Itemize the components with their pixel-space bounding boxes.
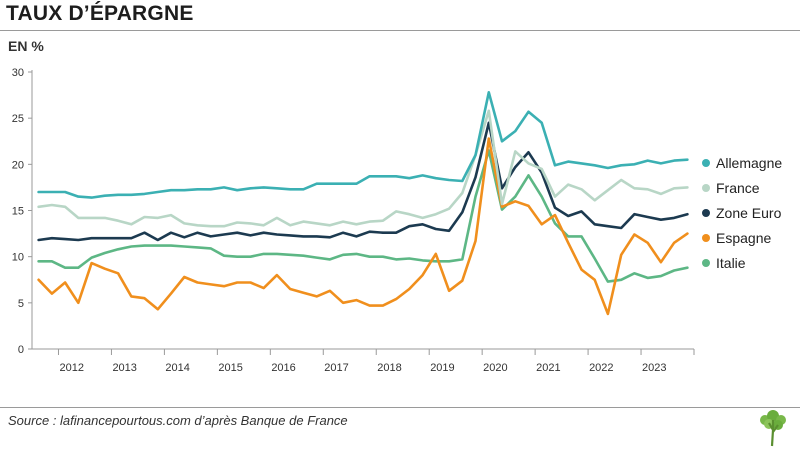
legend-label-italie: Italie bbox=[716, 254, 746, 271]
x-tick-label-2019: 2019 bbox=[430, 362, 454, 374]
footer-divider bbox=[0, 407, 800, 408]
series-line-espagne bbox=[37, 137, 689, 316]
legend-item-espagne: Espagne bbox=[702, 225, 782, 250]
y-tick-label-15: 15 bbox=[12, 206, 24, 218]
legend-item-france: France bbox=[702, 175, 782, 200]
legend-label-zone-euro: Zone Euro bbox=[716, 204, 782, 221]
legend-marker-zone-euro bbox=[702, 208, 710, 217]
legend-label-espagne: Espagne bbox=[716, 229, 772, 246]
series-line-allemagne bbox=[37, 91, 689, 199]
x-tick-label-2018: 2018 bbox=[377, 362, 401, 374]
legend: Allemagne France Zone Euro Espagne Italie bbox=[702, 150, 782, 275]
y-tick-label-0: 0 bbox=[18, 344, 24, 356]
title-divider bbox=[0, 30, 800, 31]
legend-marker-allemagne bbox=[702, 158, 710, 167]
x-tick-label-2015: 2015 bbox=[218, 362, 242, 374]
x-tick-label-2023: 2023 bbox=[642, 362, 666, 374]
legend-label-allemagne: Allemagne bbox=[716, 154, 783, 171]
x-tick-label-2022: 2022 bbox=[589, 362, 613, 374]
x-tick-label-2014: 2014 bbox=[165, 362, 189, 374]
legend-item-italie: Italie bbox=[702, 250, 782, 275]
series-line-zone-euro bbox=[37, 121, 689, 242]
legend-marker-espagne bbox=[702, 233, 710, 242]
y-tick-label-30: 30 bbox=[12, 67, 24, 79]
x-tick-label-2021: 2021 bbox=[536, 362, 560, 374]
legend-item-zone-euro: Zone Euro bbox=[702, 200, 782, 225]
tree-logo-icon bbox=[760, 410, 786, 447]
y-tick-label-10: 10 bbox=[12, 252, 24, 264]
y-tick-label-20: 20 bbox=[12, 159, 24, 171]
unit-label: EN % bbox=[8, 38, 44, 54]
x-tick-label-2020: 2020 bbox=[483, 362, 507, 374]
legend-item-allemagne: Allemagne bbox=[702, 150, 782, 175]
legend-marker-france bbox=[702, 183, 710, 192]
series-line-italie bbox=[37, 149, 689, 283]
y-tick-label-25: 25 bbox=[12, 113, 24, 125]
x-tick-label-2016: 2016 bbox=[271, 362, 295, 374]
series-line-france bbox=[37, 109, 689, 228]
legend-label-france: France bbox=[716, 179, 760, 196]
source-note: Source : lafinancepourtous.com d’après B… bbox=[8, 413, 348, 428]
chart-title: TAUX D’ÉPARGNE bbox=[6, 2, 194, 25]
x-tick-label-2013: 2013 bbox=[112, 362, 136, 374]
x-tick-label-2012: 2012 bbox=[59, 362, 83, 374]
x-tick-label-2017: 2017 bbox=[324, 362, 348, 374]
legend-marker-italie bbox=[702, 258, 710, 267]
y-tick-label-5: 5 bbox=[18, 298, 24, 310]
